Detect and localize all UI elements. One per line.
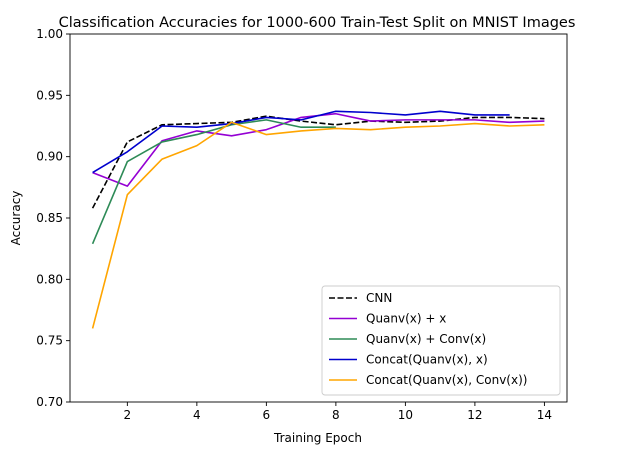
y-tick-label: 0.95 [36,88,63,102]
x-tick-label: 10 [398,408,413,422]
y-axis-ticks: 0.70 0.75 0.80 0.85 0.90 0.95 1.00 [36,27,70,409]
x-tick-label: 8 [332,408,340,422]
series-line-1 [92,112,545,187]
y-axis-label: Accuracy [9,191,23,246]
x-tick-label: 14 [537,408,552,422]
y-tick-label: 1.00 [36,27,63,41]
y-tick-label: 0.90 [36,150,63,164]
legend-box [321,285,561,396]
legend-label-2: Quanv(x) + Conv(x) [366,332,486,346]
x-axis-label: Training Epoch [273,431,362,445]
legend-label-4: Concat(Quanv(x), Conv(x)) [366,373,527,387]
x-tick-label: 12 [467,408,482,422]
x-axis-ticks: 2 4 6 8 10 12 14 [124,402,552,422]
legend-label-1: Quanv(x) + x [366,312,446,326]
series-line-0 [91,115,545,209]
y-tick-label: 0.85 [36,211,63,225]
legend-items: CNN Quanv(x) + x Quanv(x) + Conv(x) Concat(… [329,291,527,387]
series-line-4 [91,121,545,329]
legend: CNN Quanv(x) + x Quanv(x) + Conv(x) Concat(… [321,285,561,396]
series-line-3 [92,110,510,174]
x-tick-label: 2 [124,408,132,422]
series-line-2 [91,119,336,245]
legend-label-3: Concat(Quanv(x), x) [366,353,488,367]
series-layer [91,110,545,329]
x-tick-label: 4 [193,408,201,422]
x-tick-label: 6 [263,408,271,422]
plot-area: 2 4 6 8 10 12 14 0.70 0.75 0.80 0.85 0.90 0.95 1.00 [36,27,568,422]
y-tick-label: 0.80 [36,272,63,286]
y-tick-label: 0.75 [36,334,63,348]
legend-label-0: CNN [366,291,392,305]
y-tick-label: 0.70 [36,395,63,409]
chart-title: Classification Accuracies for 1000-600 T… [59,15,576,31]
